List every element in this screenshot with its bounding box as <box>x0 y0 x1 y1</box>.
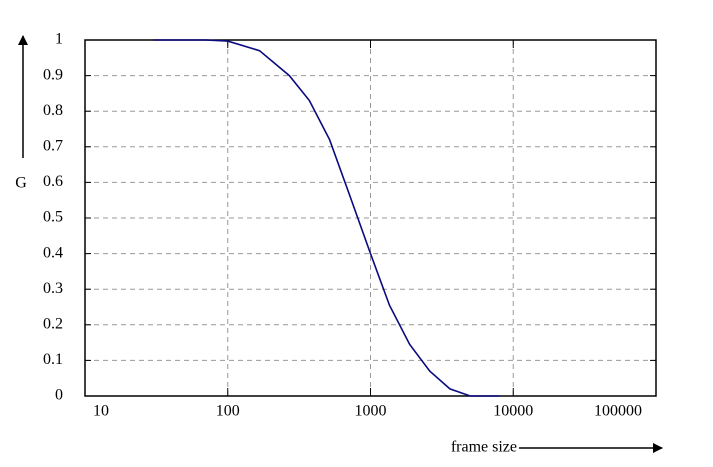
y-tick-label: 0.6 <box>43 173 63 190</box>
y-tick-label: 0.9 <box>43 66 63 83</box>
line-series <box>153 39 500 397</box>
x-tick-label: 10000 <box>493 403 533 420</box>
y-tick-label: 0.8 <box>43 102 63 119</box>
y-tick-label: 0 <box>55 387 63 404</box>
x-axis-label: frame size <box>451 439 517 456</box>
x-tick-label: 10 <box>93 403 109 420</box>
x-tick-label: 100000 <box>594 403 642 420</box>
y-axis-label: G <box>15 175 27 192</box>
y-tick-label: 1 <box>55 31 63 48</box>
x-tick-label: 100 <box>216 403 240 420</box>
y-tick-label: 0.5 <box>43 209 63 226</box>
plot-frame <box>84 39 657 397</box>
y-tick-label: 0.2 <box>43 315 63 332</box>
y-tick-label: 0.1 <box>43 351 63 368</box>
y-tick-label: 0.7 <box>43 137 63 154</box>
y-tick-label: 0.3 <box>43 280 63 297</box>
y-tick-label: 0.4 <box>43 244 63 261</box>
x-tick-label: 1000 <box>355 403 387 420</box>
